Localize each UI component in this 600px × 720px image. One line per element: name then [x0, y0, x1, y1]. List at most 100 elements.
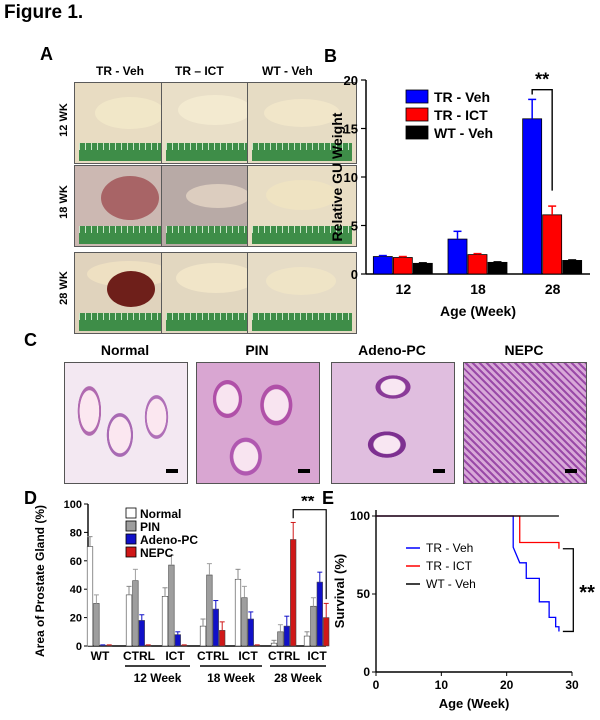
- x-tick-label: 12: [396, 281, 412, 297]
- panel-label-d: D: [24, 488, 37, 508]
- significance-marker: **: [535, 70, 549, 90]
- bar: [181, 644, 188, 647]
- legend-swatch: [405, 107, 429, 122]
- y-tick-label: 100: [64, 499, 82, 511]
- bar: [132, 580, 139, 647]
- bar: [125, 594, 133, 647]
- x-tick-label: 20: [500, 678, 514, 692]
- legend-label: TR - ICT: [426, 559, 473, 573]
- histo-label-nepc: NEPC: [504, 342, 544, 358]
- figure-title: Figure 1.: [4, 2, 84, 23]
- bar: [145, 644, 152, 647]
- bar: [86, 546, 94, 647]
- week-label: 28 Week: [274, 671, 322, 685]
- legend-label: NEPC: [140, 546, 174, 560]
- bar: [487, 261, 508, 275]
- y-tick-label: 60: [70, 556, 82, 568]
- histo-label-adeno-pc: Adeno-PC: [358, 342, 426, 358]
- y-tick-label: 10: [344, 170, 358, 185]
- photo-18wk-wt-veh: [247, 165, 357, 247]
- bar: [254, 644, 261, 647]
- col-label-wt-veh: WT - Veh: [262, 64, 313, 78]
- bar: [316, 581, 323, 647]
- x-tick-label: ICT: [307, 649, 327, 663]
- bar: [372, 256, 393, 275]
- chart-gu-weight: 0 5 10 15 20 12 18 28 Age (Week) Relative GU Weig…: [330, 70, 590, 319]
- legend-swatch: [405, 89, 429, 104]
- y-tick-label: 40: [70, 584, 82, 596]
- x-tick-label: 18: [470, 281, 486, 297]
- y-tick-label: 0: [76, 641, 82, 653]
- bar: [219, 630, 226, 647]
- bar: [562, 260, 583, 275]
- y-tick-label: 5: [351, 219, 358, 234]
- y-tick-label: 50: [357, 587, 371, 601]
- legend-swatch: [125, 533, 137, 545]
- x-tick-label: ICT: [238, 649, 258, 663]
- bar: [290, 539, 297, 647]
- bar: [212, 608, 219, 647]
- bar: [174, 634, 181, 647]
- x-tick-label: 28: [545, 281, 561, 297]
- x-axis-title: Age (Week): [439, 696, 510, 711]
- histo-pin: [196, 362, 320, 484]
- bar: [270, 642, 278, 647]
- week-label: 12 Week: [134, 671, 182, 685]
- bar: [447, 238, 468, 275]
- bar: [283, 625, 290, 647]
- y-tick-label: 0: [363, 665, 370, 679]
- y-tick-label: 15: [344, 122, 358, 137]
- legend-label: PIN: [140, 520, 160, 534]
- bar: [467, 254, 488, 275]
- bar: [392, 257, 413, 275]
- significance-bracket: [531, 89, 553, 191]
- bar: [412, 262, 433, 275]
- y-tick-label: 0: [351, 267, 358, 282]
- histo-label-normal: Normal: [100, 342, 150, 358]
- bar: [206, 574, 213, 647]
- legend-label: Adeno-PC: [140, 533, 198, 547]
- bar: [161, 596, 169, 647]
- row-label-12wk: 12 WK: [58, 103, 70, 137]
- x-tick-label: ICT: [165, 649, 185, 663]
- row-label-18wk: 18 WK: [58, 185, 70, 219]
- legend-label: TR - Veh: [426, 541, 473, 555]
- significance-bracket: [292, 509, 327, 600]
- legend-label: WT - Veh: [426, 577, 476, 591]
- bar: [542, 214, 563, 275]
- row-label-28wk: 28 WK: [58, 271, 70, 305]
- bar: [522, 118, 543, 275]
- photo-12wk-wt-veh: [247, 82, 357, 164]
- bar: [241, 597, 248, 647]
- significance-marker: **: [301, 496, 315, 511]
- histo-normal: [64, 362, 188, 484]
- y-axis-title: Area of Prostate Gland (%): [33, 505, 47, 657]
- x-tick-label: CTRL: [268, 649, 300, 663]
- x-tick-label: CTRL: [123, 649, 155, 663]
- chart-survival: 0 50 100 0 10 20 30 Age (Week) Survival (%) TR - …: [332, 509, 595, 711]
- x-tick-label: 30: [565, 678, 579, 692]
- x-axis-title: Age (Week): [440, 303, 516, 319]
- histo-nepc: [463, 362, 587, 484]
- col-label-tr-ict: TR – ICT: [175, 64, 224, 78]
- legend-label: Normal: [140, 507, 181, 521]
- bar: [168, 564, 175, 647]
- panel-label-a: A: [40, 44, 53, 64]
- x-tick-label: 10: [435, 678, 449, 692]
- legend-swatch: [405, 125, 429, 140]
- bar: [277, 631, 284, 647]
- y-axis-title: Relative GU Weight: [330, 112, 345, 241]
- bar: [303, 635, 311, 647]
- y-tick-label: 20: [70, 613, 82, 625]
- legend-label: TR - Veh: [434, 89, 490, 105]
- survival-line: [376, 515, 560, 632]
- photo-28wk-wt-veh: [247, 252, 357, 334]
- panel-label-b: B: [324, 46, 337, 66]
- bar: [199, 625, 207, 647]
- x-tick-label: CTRL: [197, 649, 229, 663]
- bar: [247, 618, 254, 647]
- y-axis-title: Survival (%): [332, 554, 347, 628]
- legend-swatch: [125, 546, 137, 558]
- panel-label-e: E: [322, 488, 335, 508]
- bar: [234, 578, 242, 647]
